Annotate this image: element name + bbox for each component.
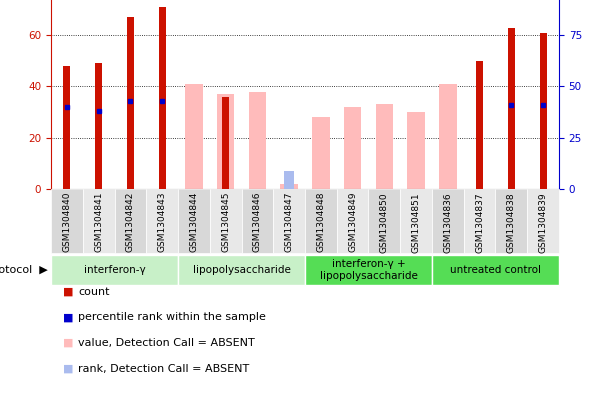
Text: GSM1304844: GSM1304844 (189, 192, 198, 252)
Text: lipopolysaccharide: lipopolysaccharide (192, 265, 290, 275)
Text: GSM1304839: GSM1304839 (538, 192, 548, 253)
Text: GSM1304837: GSM1304837 (475, 192, 484, 253)
Text: GSM1304836: GSM1304836 (444, 192, 453, 253)
Text: untreated control: untreated control (450, 265, 541, 275)
Bar (83, 189, 115, 253)
Bar (495, 189, 527, 253)
Text: count: count (78, 287, 109, 297)
Bar (51, 189, 83, 253)
Bar (312, 117, 329, 189)
Bar (281, 184, 298, 189)
Text: protocol  ▶: protocol ▶ (0, 265, 48, 275)
Bar (159, 7, 166, 189)
Bar (476, 61, 483, 189)
Bar (178, 255, 305, 285)
Text: interferon-γ +
lipopolysaccharide: interferon-γ + lipopolysaccharide (320, 259, 418, 281)
Bar (337, 189, 368, 253)
Bar (400, 189, 432, 253)
Bar (368, 189, 400, 253)
Text: GSM1304847: GSM1304847 (285, 192, 294, 252)
Bar (95, 63, 102, 189)
Bar (217, 94, 234, 189)
Bar (178, 189, 210, 253)
Bar (210, 189, 242, 253)
Bar (407, 112, 425, 189)
Bar (249, 92, 266, 189)
Bar (464, 189, 495, 253)
Bar (273, 189, 305, 253)
Bar (222, 97, 229, 189)
Text: GSM1304850: GSM1304850 (380, 192, 389, 253)
Bar (242, 189, 273, 253)
Bar (146, 189, 178, 253)
Bar (432, 255, 559, 285)
Bar (127, 17, 134, 189)
Bar (64, 66, 70, 189)
Bar (439, 84, 457, 189)
Text: GSM1304838: GSM1304838 (507, 192, 516, 253)
Text: GSM1304849: GSM1304849 (348, 192, 357, 252)
Text: ■: ■ (63, 312, 73, 322)
Text: value, Detection Call = ABSENT: value, Detection Call = ABSENT (78, 338, 255, 348)
Text: interferon-γ: interferon-γ (84, 265, 145, 275)
Bar (344, 107, 361, 189)
Text: GSM1304846: GSM1304846 (253, 192, 262, 252)
Bar (185, 84, 203, 189)
Bar (284, 171, 294, 189)
Text: GSM1304841: GSM1304841 (94, 192, 103, 252)
Bar (305, 255, 432, 285)
Text: GSM1304851: GSM1304851 (412, 192, 421, 253)
Text: GSM1304848: GSM1304848 (316, 192, 325, 252)
Bar (376, 104, 393, 189)
Bar (527, 189, 559, 253)
Text: GSM1304845: GSM1304845 (221, 192, 230, 252)
Bar (305, 189, 337, 253)
Text: GSM1304843: GSM1304843 (157, 192, 166, 252)
Text: rank, Detection Call = ABSENT: rank, Detection Call = ABSENT (78, 364, 249, 373)
Text: GSM1304842: GSM1304842 (126, 192, 135, 252)
Text: percentile rank within the sample: percentile rank within the sample (78, 312, 266, 322)
Text: ■: ■ (63, 364, 73, 373)
Bar (115, 189, 146, 253)
Bar (432, 189, 464, 253)
Bar (540, 33, 546, 189)
Bar (508, 28, 515, 189)
Text: ■: ■ (63, 338, 73, 348)
Text: ■: ■ (63, 287, 73, 297)
Bar (51, 255, 178, 285)
Text: GSM1304840: GSM1304840 (63, 192, 72, 252)
